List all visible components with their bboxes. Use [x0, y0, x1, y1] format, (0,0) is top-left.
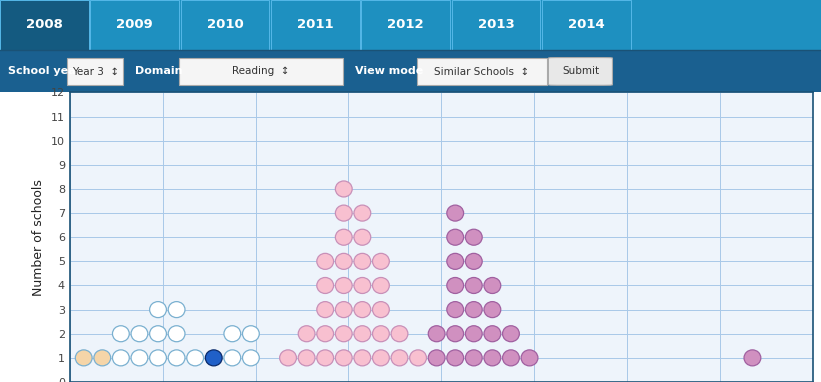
Ellipse shape [447, 205, 464, 221]
Ellipse shape [373, 326, 389, 342]
Ellipse shape [335, 277, 352, 293]
Ellipse shape [354, 326, 371, 342]
Ellipse shape [168, 350, 185, 366]
Ellipse shape [112, 326, 129, 342]
Bar [181, 0, 269, 50]
Text: School year: School year [8, 66, 81, 76]
Ellipse shape [335, 229, 352, 245]
Ellipse shape [447, 350, 464, 366]
Text: 2010: 2010 [207, 18, 243, 31]
Ellipse shape [354, 302, 371, 317]
FancyBboxPatch shape [179, 58, 343, 85]
Ellipse shape [298, 326, 315, 342]
Ellipse shape [335, 302, 352, 317]
Text: 2014: 2014 [568, 18, 604, 31]
Ellipse shape [317, 326, 333, 342]
Ellipse shape [466, 277, 482, 293]
Ellipse shape [429, 350, 445, 366]
Ellipse shape [373, 302, 389, 317]
Ellipse shape [502, 326, 520, 342]
Ellipse shape [317, 302, 333, 317]
Ellipse shape [466, 229, 482, 245]
Ellipse shape [373, 350, 389, 366]
Ellipse shape [354, 205, 371, 221]
Ellipse shape [335, 350, 352, 366]
Bar [542, 0, 631, 50]
Ellipse shape [391, 326, 408, 342]
Ellipse shape [373, 253, 389, 269]
Ellipse shape [744, 350, 761, 366]
Ellipse shape [168, 326, 185, 342]
Bar [90, 0, 179, 50]
Ellipse shape [335, 326, 352, 342]
Text: Submit: Submit [562, 66, 599, 76]
Ellipse shape [410, 350, 426, 366]
Ellipse shape [242, 326, 259, 342]
Ellipse shape [335, 253, 352, 269]
FancyBboxPatch shape [548, 58, 612, 85]
Ellipse shape [335, 181, 352, 197]
Bar [0, 0, 89, 50]
Ellipse shape [205, 350, 222, 366]
Y-axis label: Number of schools: Number of schools [32, 179, 45, 296]
Ellipse shape [298, 350, 315, 366]
Ellipse shape [447, 253, 464, 269]
Ellipse shape [447, 277, 464, 293]
Ellipse shape [224, 326, 241, 342]
Ellipse shape [484, 302, 501, 317]
Ellipse shape [317, 277, 333, 293]
Ellipse shape [521, 350, 538, 366]
Text: Similar Schools  ↕: Similar Schools ↕ [434, 66, 530, 76]
Text: View mode: View mode [355, 66, 423, 76]
Text: Year 3  ↕: Year 3 ↕ [71, 66, 119, 76]
Ellipse shape [484, 326, 501, 342]
Ellipse shape [186, 350, 204, 366]
Ellipse shape [447, 326, 464, 342]
Ellipse shape [242, 350, 259, 366]
Ellipse shape [466, 302, 482, 317]
Ellipse shape [354, 229, 371, 245]
Ellipse shape [149, 326, 167, 342]
Ellipse shape [354, 350, 371, 366]
Ellipse shape [149, 350, 167, 366]
Text: 2012: 2012 [388, 18, 424, 31]
Ellipse shape [354, 253, 371, 269]
Bar [271, 0, 360, 50]
Text: 2009: 2009 [117, 18, 153, 31]
Text: 2013: 2013 [478, 18, 514, 31]
Ellipse shape [280, 350, 296, 366]
Text: 2011: 2011 [297, 18, 333, 31]
Bar [361, 0, 450, 50]
Ellipse shape [131, 326, 148, 342]
Text: Domain: Domain [135, 66, 183, 76]
Ellipse shape [76, 350, 92, 366]
Ellipse shape [429, 326, 445, 342]
Text: Reading  ↕: Reading ↕ [232, 66, 290, 76]
Ellipse shape [168, 302, 185, 317]
Ellipse shape [447, 229, 464, 245]
Ellipse shape [131, 350, 148, 366]
FancyBboxPatch shape [67, 58, 123, 85]
Ellipse shape [391, 350, 408, 366]
Ellipse shape [466, 350, 482, 366]
Ellipse shape [484, 277, 501, 293]
Text: 2008: 2008 [26, 18, 62, 31]
Ellipse shape [373, 277, 389, 293]
Ellipse shape [317, 350, 333, 366]
Ellipse shape [354, 277, 371, 293]
Ellipse shape [94, 350, 111, 366]
Ellipse shape [502, 350, 520, 366]
Ellipse shape [484, 350, 501, 366]
Ellipse shape [447, 302, 464, 317]
Ellipse shape [224, 350, 241, 366]
Ellipse shape [466, 253, 482, 269]
Ellipse shape [335, 205, 352, 221]
FancyBboxPatch shape [417, 58, 547, 85]
Ellipse shape [149, 302, 167, 317]
Ellipse shape [112, 350, 129, 366]
Ellipse shape [317, 253, 333, 269]
Bar [452, 0, 540, 50]
Ellipse shape [466, 326, 482, 342]
